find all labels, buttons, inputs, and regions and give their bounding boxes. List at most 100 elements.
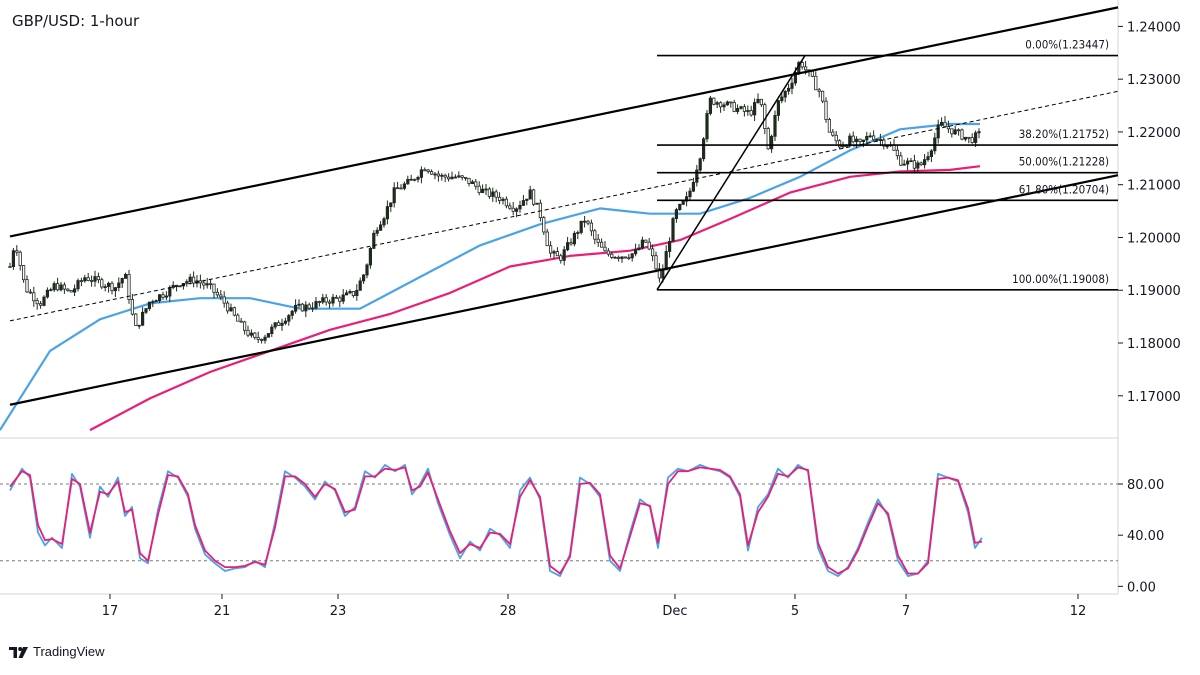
candle-body — [446, 176, 451, 180]
candle-body — [766, 128, 770, 150]
candle-body — [157, 294, 162, 302]
candle-body — [406, 178, 410, 185]
candle-body — [542, 217, 546, 233]
candle-body — [817, 89, 821, 92]
candle-body — [725, 101, 730, 106]
candle-body — [895, 149, 900, 157]
candle-body — [239, 320, 243, 323]
candle-body — [124, 273, 128, 279]
candle-body — [90, 279, 94, 282]
candle-body — [593, 230, 597, 240]
candle-body — [576, 232, 580, 234]
candle-body — [773, 115, 777, 137]
brand[interactable]: TradingView — [9, 644, 105, 659]
candle-body — [331, 296, 335, 304]
candle-body — [810, 70, 815, 77]
chart-title: GBP/USD: 1-hour — [12, 12, 140, 30]
time-tick-label: 23 — [330, 604, 347, 619]
candle-body — [348, 290, 352, 294]
time-tick-label: 7 — [902, 604, 910, 619]
candle-body — [824, 100, 828, 120]
candle-body — [617, 256, 621, 259]
candle-body — [770, 135, 774, 150]
candle-body — [861, 139, 866, 143]
candle-body — [919, 162, 923, 166]
candle-body — [685, 196, 689, 202]
candle-body — [232, 307, 236, 316]
candle-body — [566, 242, 570, 251]
candle-body — [491, 191, 495, 197]
time-tick-label: 28 — [500, 604, 517, 619]
fib-level-label: 0.00%(1.23447) — [1025, 38, 1109, 52]
moving-averages — [0, 122, 981, 432]
candle-body — [140, 311, 145, 326]
candle-body — [147, 301, 151, 310]
candle-body — [45, 289, 50, 298]
candle-body — [368, 247, 373, 266]
candle-body — [107, 282, 111, 287]
candle-body — [497, 196, 502, 202]
candle-body — [344, 292, 349, 296]
candle-body — [103, 286, 107, 289]
candle-body — [120, 277, 124, 284]
candle-body — [341, 294, 345, 302]
candle-body — [276, 322, 281, 326]
candle-body — [361, 274, 366, 282]
tradingview-logo-icon — [9, 646, 28, 658]
stoch-d-line — [9, 466, 983, 575]
candle-body — [719, 102, 723, 108]
candle-body — [208, 283, 213, 286]
candle-body — [909, 160, 913, 163]
candle-body — [644, 239, 648, 243]
candle-body — [117, 282, 121, 288]
candle-body — [756, 98, 760, 103]
candle-body — [15, 250, 19, 253]
stoch-k-line — [9, 464, 983, 577]
candle-body — [137, 324, 141, 327]
candle-body — [300, 303, 305, 312]
candle-body — [957, 129, 961, 132]
price-plot[interactable]: 0.00%(1.23447) 38.20%(1.21752) 50.00%(1.21… — [0, 6, 1119, 432]
candle-body — [963, 136, 968, 140]
candle-body — [746, 110, 750, 112]
candle-body — [474, 181, 478, 187]
candle-body — [164, 295, 168, 298]
candle-body — [416, 176, 420, 180]
candle-body — [865, 135, 869, 141]
price-tick-label: 1.18000 — [1127, 337, 1181, 352]
candle-body — [504, 198, 509, 207]
candle-body — [96, 276, 100, 281]
candle-body — [691, 181, 696, 192]
candle-body — [185, 281, 189, 284]
candle-body — [242, 321, 247, 331]
candle-body — [399, 187, 403, 190]
candle-body — [338, 297, 342, 302]
candle-body — [899, 155, 903, 166]
fibonacci-retracement[interactable]: 0.00%(1.23447) 38.20%(1.21752) 50.00%(1.21… — [657, 38, 1118, 291]
candle-body — [69, 289, 73, 293]
candle-body — [960, 129, 964, 140]
candle-body — [191, 276, 196, 284]
stochastic-axis[interactable]: 80.00 40.00 0.00 — [1118, 478, 1164, 595]
candle-body — [834, 134, 838, 142]
candle-body — [365, 264, 369, 276]
time-axis[interactable]: 17 21 23 28 Dec 5 7 12 — [102, 594, 1087, 619]
candle-body — [855, 138, 859, 143]
price-axis[interactable]: 1.24000 1.23000 1.22000 1.21000 1.20000 1.190… — [1118, 20, 1181, 405]
candle-body — [603, 246, 607, 252]
candle-body — [32, 292, 36, 302]
candle-body — [273, 322, 277, 328]
stochastic-plot[interactable] — [0, 464, 1118, 577]
candle-body — [586, 220, 590, 224]
candle-body — [634, 249, 638, 255]
fib-level-label: 38.20%(1.21752) — [1019, 127, 1109, 141]
channel-upper-line — [9, 6, 1119, 238]
candle-body — [42, 296, 46, 306]
candle-body — [28, 291, 33, 294]
candle-body — [827, 119, 832, 133]
fib-level-label: 61.80%(1.20704) — [1019, 182, 1109, 196]
candle-body — [259, 338, 264, 341]
candle-body — [249, 332, 253, 336]
candle-body — [549, 245, 553, 254]
